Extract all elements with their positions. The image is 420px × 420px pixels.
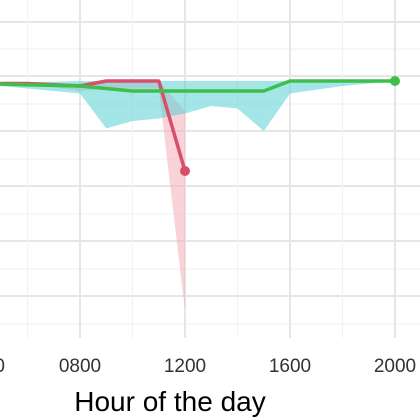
x-tick-label: 2000 xyxy=(374,356,416,377)
plot-grid xyxy=(0,0,420,338)
series-endpoint-green xyxy=(390,76,400,86)
x-tick-label: 1600 xyxy=(269,356,311,377)
series-endpoint-red xyxy=(180,166,190,176)
series-line-green xyxy=(0,79,397,93)
x-tick-labels: 0800 1200 1600 2000 0 xyxy=(0,356,416,377)
x-tick-label: 1200 xyxy=(164,356,206,377)
x-tick-label-partial: 0 xyxy=(0,356,5,377)
confidence-bands xyxy=(0,81,395,311)
series-lines xyxy=(0,76,400,176)
x-axis-title: Hour of the day xyxy=(74,386,265,417)
x-tick-label: 0800 xyxy=(59,356,101,377)
confidence-band-green-series xyxy=(0,81,395,131)
